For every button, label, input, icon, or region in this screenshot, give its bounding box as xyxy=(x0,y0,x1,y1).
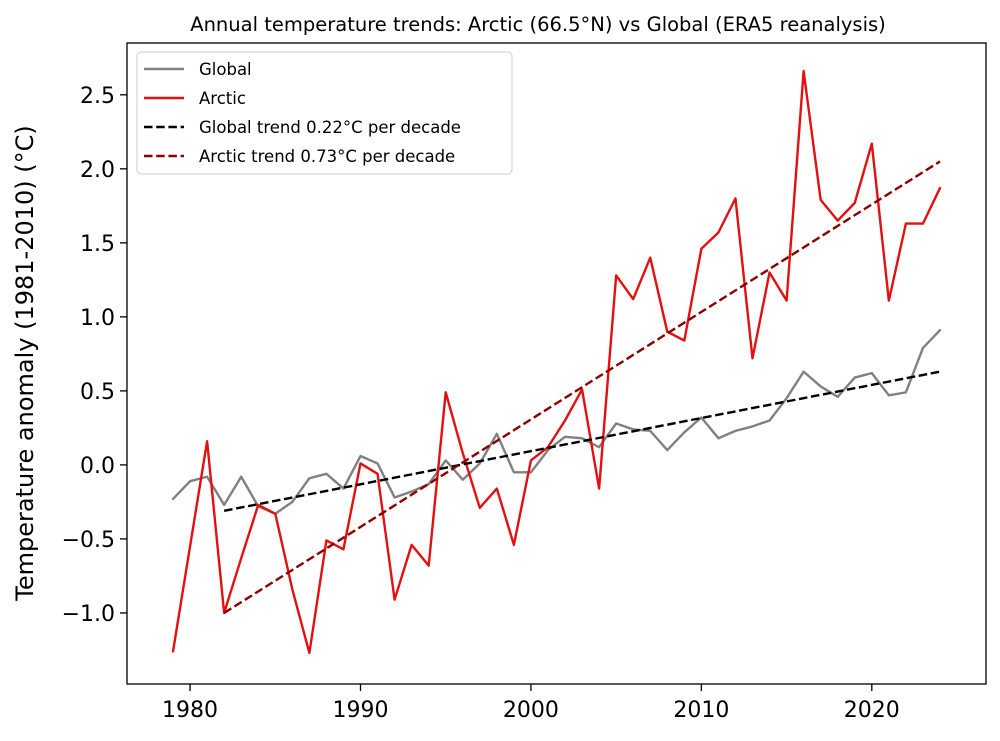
series-line-arctic-trend-0-73-c-per-decade xyxy=(223,160,941,614)
y-tick-label: 0.5 xyxy=(80,380,115,405)
legend-label-arctic-trend-0-73-c-per-decade: Arctic trend 0.73°C per decade xyxy=(199,147,455,166)
y-tick-label: 2.0 xyxy=(80,158,115,183)
x-tick-label: 1990 xyxy=(332,698,388,723)
y-tick-label: 2.5 xyxy=(80,84,115,109)
legend-box xyxy=(136,51,513,175)
legend: Global Arctic Global trend 0.22°C per deca… xyxy=(136,51,513,175)
y-axis-label: Temperature anomaly (1981-2010) (°C) xyxy=(11,125,39,602)
x-tick-label: 2000 xyxy=(503,698,559,723)
legend-label-arctic: Arctic xyxy=(199,89,246,108)
x-tick-label: 2010 xyxy=(673,698,729,723)
y-tick-label: 1.0 xyxy=(80,306,115,331)
axes: 1980 1990 2000 2010 2020 −1.0 −0.5 0.0 0.5 1.0 1.5… xyxy=(62,84,900,723)
plot-frame xyxy=(126,42,987,685)
y-tick-label: 1.5 xyxy=(80,232,115,257)
legend-label-global-trend-0-22-c-per-decade: Global trend 0.22°C per decade xyxy=(199,118,461,137)
y-tick-label: −0.5 xyxy=(62,528,115,553)
y-tick-label: −1.0 xyxy=(62,602,115,627)
plot-marks xyxy=(171,69,942,655)
chart-title: Annual temperature trends: Arctic (66.5°… xyxy=(190,13,886,36)
y-tick-label: 0.0 xyxy=(80,454,115,479)
legend-label-global: Global xyxy=(199,60,252,79)
x-tick-label: 2020 xyxy=(844,698,900,723)
series-line-arctic xyxy=(171,69,942,655)
x-tick-label: 1980 xyxy=(162,698,218,723)
series-line-global xyxy=(171,328,942,515)
